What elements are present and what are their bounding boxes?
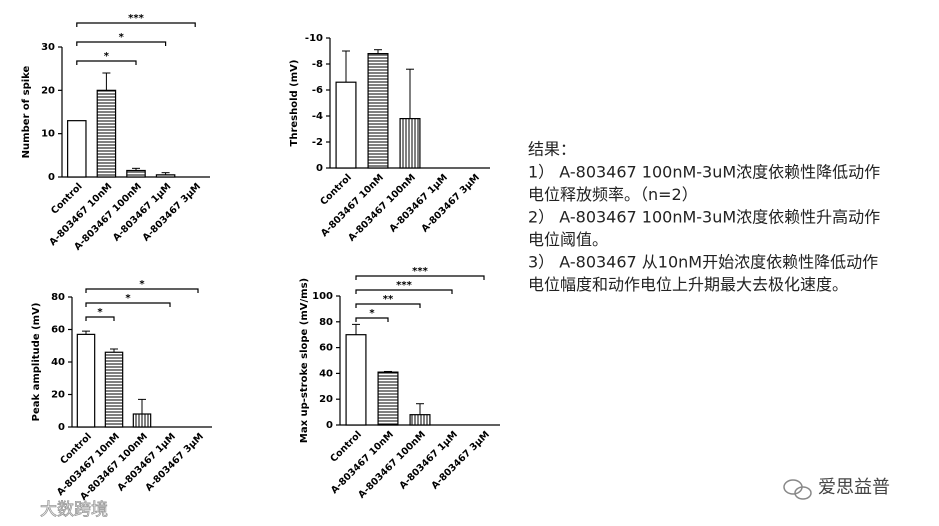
significance-bracket xyxy=(76,60,137,65)
bar xyxy=(76,333,96,428)
y-tick-label: 80 xyxy=(51,292,65,303)
significance-label: * xyxy=(104,51,110,62)
wechat-icon xyxy=(783,479,812,500)
y-tick-label: -4 xyxy=(312,111,323,122)
bar xyxy=(345,334,367,426)
bar xyxy=(367,52,389,169)
y-tick-label: 0 xyxy=(58,422,65,433)
y-tick-label: -6 xyxy=(312,85,323,96)
y-tick-label: 80 xyxy=(319,317,333,328)
y-axis-label: Peak amplitude (mV) xyxy=(31,303,42,422)
significance-bracket xyxy=(355,317,389,322)
y-tick-label: 0 xyxy=(326,420,333,431)
y-tick-label: 0 xyxy=(48,172,55,183)
bar xyxy=(409,414,431,426)
y-axis-label: Number of spike xyxy=(21,65,32,158)
y-tick-label: -8 xyxy=(312,59,323,70)
x-tick-label: A-803467 3μM xyxy=(419,172,481,234)
significance-bracket xyxy=(85,302,171,307)
bar xyxy=(132,413,152,428)
y-axis-label: Threshold (mV) xyxy=(289,60,300,147)
x-tick-label: A-803467 1μM xyxy=(387,172,449,234)
y-tick-label: 40 xyxy=(51,357,65,368)
y-tick-label: 20 xyxy=(51,390,65,401)
y-tick-label: 30 xyxy=(41,42,55,53)
note-line: 3） A-803467 从10nM开始浓度依赖性降低动作 xyxy=(528,253,878,272)
y-tick-label: -10 xyxy=(305,33,323,44)
bar xyxy=(399,117,421,169)
significance-label: ** xyxy=(383,294,394,305)
note-line: 2） A-803467 100nM-3uM浓度依赖性升高动作 xyxy=(528,208,880,227)
y-tick-label: 10 xyxy=(41,129,55,140)
bar xyxy=(96,89,117,178)
y-tick-label: 60 xyxy=(319,343,333,354)
significance-label: * xyxy=(139,279,145,290)
significance-label: * xyxy=(97,307,103,318)
y-tick-label: 100 xyxy=(312,291,333,302)
bar xyxy=(126,169,146,178)
bar xyxy=(377,371,399,426)
note-line: 1） A-803467 100nM-3uM浓度依赖性降低动作 xyxy=(528,163,880,182)
y-tick-label: 20 xyxy=(41,85,55,96)
significance-label: * xyxy=(125,293,131,304)
significance-label: *** xyxy=(412,266,428,277)
significance-bracket xyxy=(355,275,485,280)
x-tick-label: A-803467 3μM xyxy=(429,429,491,491)
watermark: 爱思益普 xyxy=(818,477,890,498)
watermark: 大数跨境 xyxy=(40,500,108,520)
y-tick-label: 60 xyxy=(51,325,65,336)
significance-bracket xyxy=(355,303,421,308)
significance-label: * xyxy=(369,308,375,319)
note-line: 电位释放频率。（n=2） xyxy=(528,185,698,204)
bar xyxy=(104,351,124,428)
significance-label: * xyxy=(119,32,125,43)
y-tick-label: 0 xyxy=(316,163,323,174)
significance-bracket xyxy=(85,288,199,293)
note-line: 电位阈值。 xyxy=(528,230,608,249)
y-tick-label: 40 xyxy=(319,368,333,379)
bar xyxy=(155,174,176,178)
significance-bracket xyxy=(76,41,167,46)
note-line: 电位幅度和动作电位上升期最大去极化速度。 xyxy=(528,275,848,294)
x-tick-label: A-803467 1μM xyxy=(397,429,459,491)
significance-label: *** xyxy=(396,280,412,291)
notes-title: 结果： xyxy=(528,140,576,159)
y-tick-label: 20 xyxy=(319,394,333,405)
significance-label: *** xyxy=(128,13,144,24)
bar xyxy=(335,81,357,169)
significance-bracket xyxy=(85,316,115,321)
y-axis-label: Max up-stroke slope (mV/ms) xyxy=(299,278,310,443)
significance-bracket xyxy=(76,22,196,27)
bar xyxy=(67,120,87,178)
y-tick-label: -2 xyxy=(312,137,323,148)
significance-bracket xyxy=(355,289,453,294)
